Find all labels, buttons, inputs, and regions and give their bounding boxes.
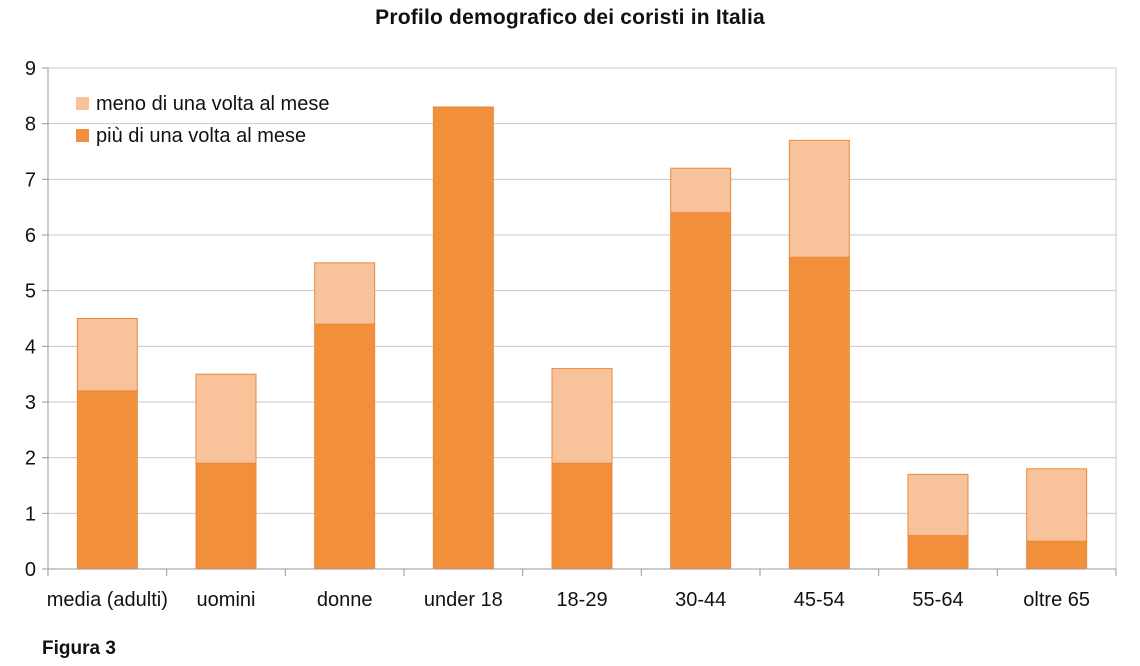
x-tick-label-2: donne <box>317 589 373 611</box>
y-tick-label-0: 0 <box>25 559 36 581</box>
legend-label-0: meno di una volta al mese <box>96 93 329 115</box>
y-tick-label-9: 9 <box>25 58 36 80</box>
bar-segment-meno-5 <box>670 167 732 214</box>
x-tick-label-7: 55-64 <box>912 589 963 611</box>
bar-segment-piu-3 <box>432 106 494 570</box>
legend-label-1: più di una volta al mese <box>96 125 306 147</box>
bar-segment-piu-7 <box>907 535 969 570</box>
legend-swatch-1 <box>76 129 89 142</box>
bar-segment-meno-7 <box>907 473 969 537</box>
bar-segment-meno-8 <box>1026 468 1088 542</box>
x-tick-label-3: under 18 <box>424 589 503 611</box>
stacked-bar-chart: 0 1 2 3 4 5 6 7 8 9 media (adulti) uomini donne under… <box>25 58 1117 611</box>
bar-segment-meno-0 <box>76 318 138 392</box>
bar-segment-meno-4 <box>551 368 613 464</box>
bar-segment-piu-6 <box>788 256 850 570</box>
x-tick-label-1: uomini <box>197 589 256 611</box>
x-tick-label-0: media (adulti) <box>47 589 168 611</box>
chart-title: Profilo demografico dei coristi in Itali… <box>375 6 765 29</box>
y-tick-label-8: 8 <box>25 114 36 136</box>
bar-segment-piu-4 <box>551 462 613 570</box>
bar-segment-piu-0 <box>76 390 138 570</box>
bars <box>76 106 1088 570</box>
y-tick-label-3: 3 <box>25 392 36 414</box>
y-tick-label-7: 7 <box>25 169 36 191</box>
bar-segment-piu-5 <box>670 212 732 570</box>
axes: 0 1 2 3 4 5 6 7 8 9 media (adulti) uomini donne under… <box>25 58 1117 611</box>
bar-segment-meno-2 <box>314 262 376 325</box>
y-tick-label-1: 1 <box>25 503 36 525</box>
legend-swatch-0 <box>76 97 89 110</box>
bar-segment-piu-8 <box>1026 540 1088 570</box>
y-tick-label-5: 5 <box>25 281 36 303</box>
y-tick-label-2: 2 <box>25 448 36 470</box>
legend: meno di una volta al mese più di una volt… <box>76 93 329 147</box>
bar-segment-meno-6 <box>788 139 850 258</box>
x-tick-label-4: 18-29 <box>556 589 607 611</box>
y-tick-label-6: 6 <box>25 225 36 247</box>
bar-segment-piu-1 <box>195 462 257 570</box>
figure-caption: Figura 3 <box>42 638 116 659</box>
x-tick-label-5: 30-44 <box>675 589 726 611</box>
x-tick-label-8: oltre 65 <box>1023 589 1090 611</box>
y-tick-label-4: 4 <box>25 336 36 358</box>
bar-segment-piu-2 <box>314 323 376 570</box>
bar-segment-meno-1 <box>195 373 257 464</box>
x-tick-label-6: 45-54 <box>794 589 845 611</box>
